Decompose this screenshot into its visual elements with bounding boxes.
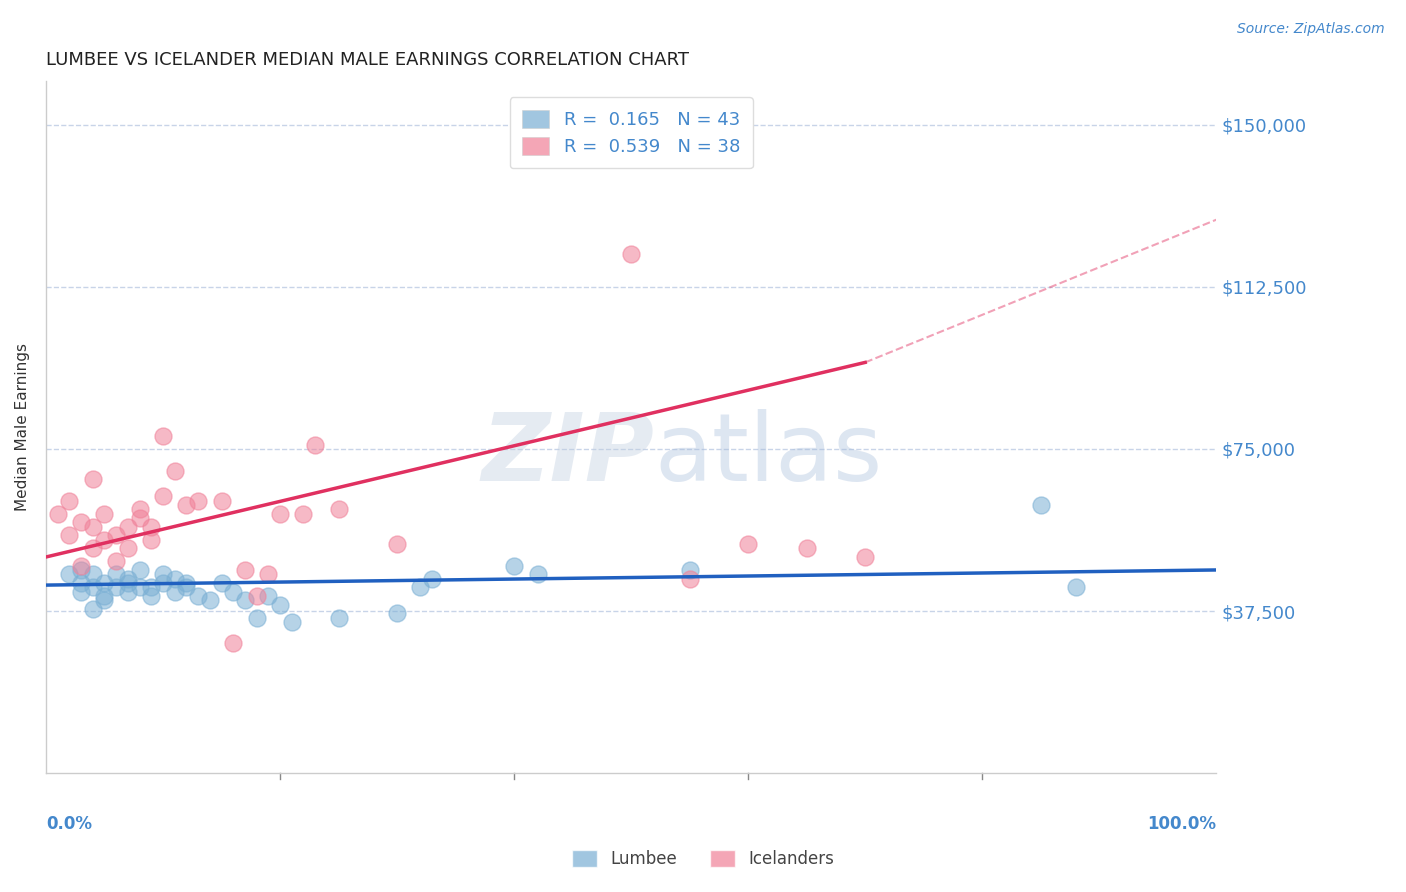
Legend: Lumbee, Icelanders: Lumbee, Icelanders xyxy=(565,843,841,875)
Point xyxy=(141,533,163,547)
Point xyxy=(176,498,198,512)
Point xyxy=(128,580,150,594)
Point xyxy=(58,528,80,542)
Point xyxy=(105,567,128,582)
Point xyxy=(503,558,526,573)
Point xyxy=(269,598,291,612)
Point xyxy=(70,516,93,530)
Point xyxy=(93,576,115,591)
Point xyxy=(70,558,93,573)
Point xyxy=(222,636,245,650)
Point xyxy=(233,563,256,577)
Point xyxy=(93,533,115,547)
Point xyxy=(304,437,326,451)
Point xyxy=(176,580,198,594)
Point xyxy=(328,610,350,624)
Point xyxy=(187,493,209,508)
Point xyxy=(93,589,115,603)
Point xyxy=(82,580,104,594)
Point xyxy=(1029,498,1052,512)
Point xyxy=(211,576,233,591)
Point xyxy=(222,584,245,599)
Point xyxy=(163,463,186,477)
Point xyxy=(117,519,139,533)
Point xyxy=(70,584,93,599)
Point xyxy=(105,528,128,542)
Point xyxy=(292,507,315,521)
Point xyxy=(211,493,233,508)
Point xyxy=(420,572,443,586)
Point xyxy=(152,490,174,504)
Point xyxy=(117,572,139,586)
Point xyxy=(269,507,291,521)
Point xyxy=(233,593,256,607)
Point xyxy=(187,589,209,603)
Point xyxy=(82,472,104,486)
Point xyxy=(58,493,80,508)
Point xyxy=(198,593,221,607)
Point xyxy=(82,541,104,556)
Text: ZIP: ZIP xyxy=(482,409,655,501)
Point xyxy=(163,572,186,586)
Point xyxy=(82,602,104,616)
Point xyxy=(280,615,302,629)
Point xyxy=(620,247,643,261)
Point xyxy=(152,567,174,582)
Point xyxy=(737,537,759,551)
Point xyxy=(93,507,115,521)
Point xyxy=(128,502,150,516)
Point xyxy=(141,519,163,533)
Point xyxy=(152,576,174,591)
Text: Source: ZipAtlas.com: Source: ZipAtlas.com xyxy=(1237,22,1385,37)
Y-axis label: Median Male Earnings: Median Male Earnings xyxy=(15,343,30,511)
Point xyxy=(163,584,186,599)
Point xyxy=(82,567,104,582)
Point xyxy=(526,567,548,582)
Point xyxy=(141,589,163,603)
Point xyxy=(409,580,432,594)
Point xyxy=(678,563,700,577)
Point xyxy=(105,554,128,568)
Point xyxy=(246,610,269,624)
Point xyxy=(105,580,128,594)
Point xyxy=(93,593,115,607)
Point xyxy=(853,549,876,564)
Point xyxy=(678,572,700,586)
Text: atlas: atlas xyxy=(655,409,883,501)
Point xyxy=(257,567,280,582)
Point xyxy=(328,502,350,516)
Point xyxy=(1064,580,1087,594)
Point xyxy=(385,537,408,551)
Text: 0.0%: 0.0% xyxy=(46,814,91,833)
Point xyxy=(152,429,174,443)
Point xyxy=(70,563,93,577)
Text: LUMBEE VS ICELANDER MEDIAN MALE EARNINGS CORRELATION CHART: LUMBEE VS ICELANDER MEDIAN MALE EARNINGS… xyxy=(46,51,689,69)
Point xyxy=(128,511,150,525)
Text: 100.0%: 100.0% xyxy=(1147,814,1216,833)
Point xyxy=(82,519,104,533)
Point xyxy=(117,576,139,591)
Point xyxy=(796,541,818,556)
Point xyxy=(117,584,139,599)
Point xyxy=(128,563,150,577)
Point xyxy=(141,580,163,594)
Point xyxy=(257,589,280,603)
Point xyxy=(385,606,408,620)
Legend: R =  0.165   N = 43, R =  0.539   N = 38: R = 0.165 N = 43, R = 0.539 N = 38 xyxy=(509,97,752,169)
Point xyxy=(58,567,80,582)
Point xyxy=(246,589,269,603)
Point xyxy=(70,576,93,591)
Point xyxy=(117,541,139,556)
Point xyxy=(46,507,69,521)
Point xyxy=(176,576,198,591)
